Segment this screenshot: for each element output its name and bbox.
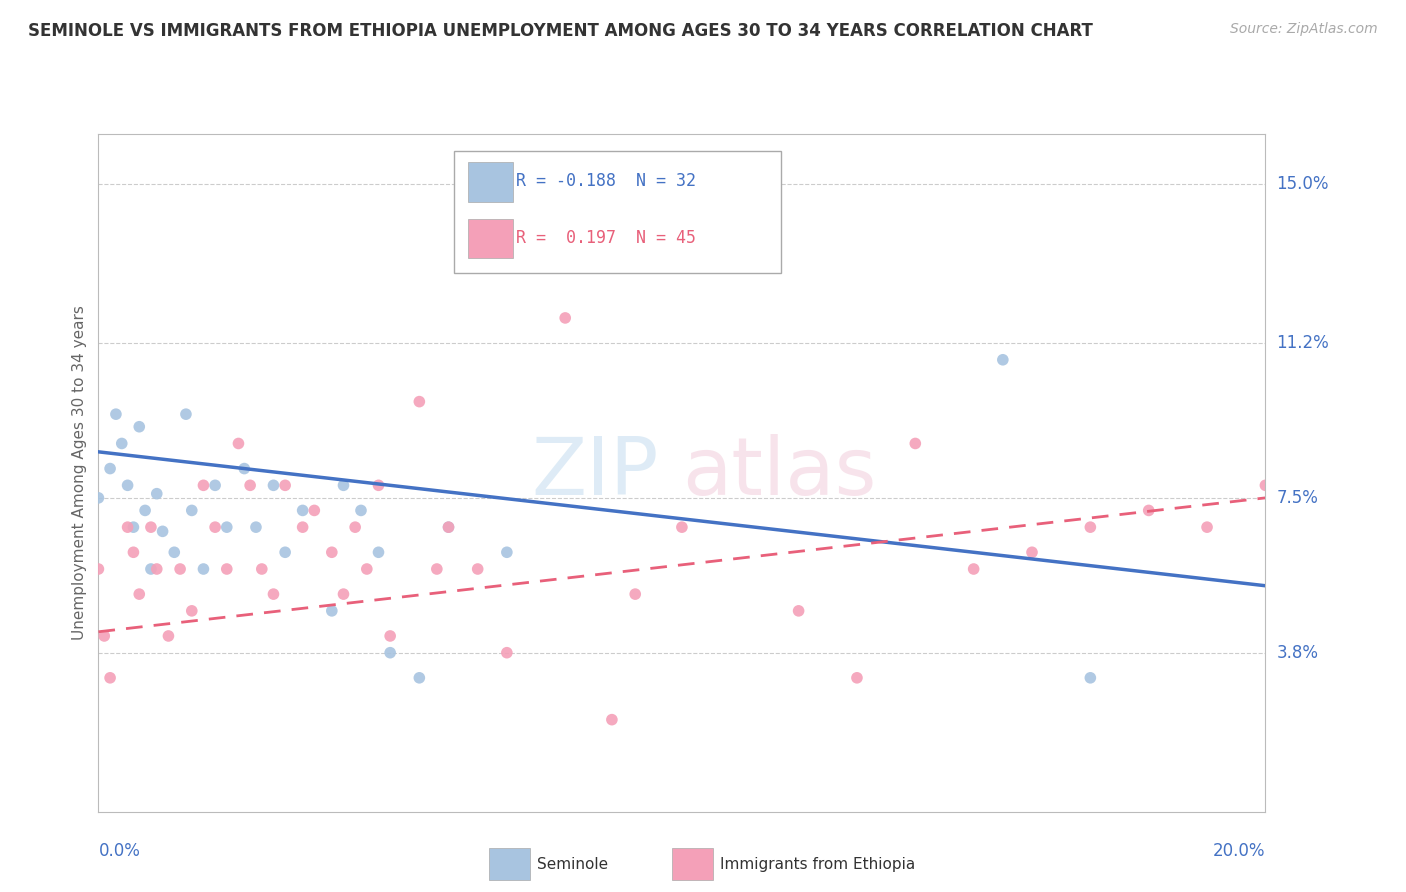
Point — [1137, 503, 1160, 517]
Point — [228, 436, 250, 450]
Point — [122, 520, 145, 534]
Point — [437, 520, 460, 534]
Point — [122, 545, 145, 559]
Point — [239, 478, 262, 492]
Point — [408, 394, 430, 409]
Text: 15.0%: 15.0% — [1277, 175, 1329, 193]
Point — [163, 545, 186, 559]
Point — [437, 520, 460, 534]
Point — [193, 562, 215, 576]
Point — [157, 629, 180, 643]
Point — [787, 604, 810, 618]
Point — [139, 562, 162, 576]
Point — [98, 461, 121, 475]
Point — [215, 562, 238, 576]
Text: 11.2%: 11.2% — [1277, 334, 1329, 352]
Text: R = -0.188  N = 32: R = -0.188 N = 32 — [516, 172, 696, 190]
Point — [262, 478, 284, 492]
Point — [495, 646, 517, 660]
Text: ZIP: ZIP — [531, 434, 658, 512]
Point — [104, 407, 127, 421]
Point — [426, 562, 449, 576]
Point — [378, 629, 402, 643]
Point — [93, 629, 115, 643]
Text: SEMINOLE VS IMMIGRANTS FROM ETHIOPIA UNEMPLOYMENT AMONG AGES 30 TO 34 YEARS CORR: SEMINOLE VS IMMIGRANTS FROM ETHIOPIA UNE… — [28, 22, 1092, 40]
Point — [180, 604, 202, 618]
Point — [367, 478, 389, 492]
Point — [1254, 478, 1277, 492]
Text: Source: ZipAtlas.com: Source: ZipAtlas.com — [1230, 22, 1378, 37]
Point — [87, 562, 110, 576]
Point — [146, 486, 169, 500]
Point — [274, 478, 297, 492]
Point — [291, 503, 314, 517]
Point — [233, 461, 256, 475]
Point — [408, 671, 430, 685]
Point — [117, 520, 139, 534]
Point — [134, 503, 156, 517]
Point — [321, 545, 343, 559]
Point — [117, 478, 139, 492]
Point — [111, 436, 134, 450]
Point — [367, 545, 389, 559]
Point — [180, 503, 202, 517]
Point — [1021, 545, 1043, 559]
Point — [174, 407, 197, 421]
Point — [146, 562, 169, 576]
Point — [356, 562, 378, 576]
Point — [904, 436, 927, 450]
Point — [495, 545, 517, 559]
Point — [671, 520, 693, 534]
Point — [467, 562, 489, 576]
Point — [600, 713, 623, 727]
Text: Immigrants from Ethiopia: Immigrants from Ethiopia — [720, 857, 915, 871]
Point — [87, 491, 110, 505]
Text: 7.5%: 7.5% — [1277, 489, 1319, 507]
Point — [169, 562, 191, 576]
Y-axis label: Unemployment Among Ages 30 to 34 years: Unemployment Among Ages 30 to 34 years — [72, 305, 87, 640]
Point — [152, 524, 174, 539]
Point — [344, 520, 367, 534]
Point — [204, 478, 226, 492]
Point — [332, 587, 354, 601]
Point — [193, 478, 215, 492]
Text: Seminole: Seminole — [537, 857, 609, 871]
Point — [962, 562, 984, 576]
Point — [1080, 671, 1102, 685]
Point — [245, 520, 267, 534]
Point — [991, 352, 1014, 367]
FancyBboxPatch shape — [468, 219, 513, 258]
Point — [332, 478, 354, 492]
Point — [378, 646, 402, 660]
Text: 3.8%: 3.8% — [1277, 644, 1319, 662]
Point — [1080, 520, 1102, 534]
Point — [128, 419, 150, 434]
Point — [274, 545, 297, 559]
Text: 0.0%: 0.0% — [98, 842, 141, 860]
Point — [98, 671, 121, 685]
Point — [1195, 520, 1218, 534]
FancyBboxPatch shape — [454, 151, 782, 273]
Point — [350, 503, 373, 517]
Text: R =  0.197  N = 45: R = 0.197 N = 45 — [516, 228, 696, 246]
Point — [262, 587, 284, 601]
Point — [304, 503, 326, 517]
Point — [215, 520, 238, 534]
Point — [291, 520, 314, 534]
Point — [624, 587, 647, 601]
Point — [139, 520, 162, 534]
FancyBboxPatch shape — [468, 162, 513, 202]
Point — [845, 671, 868, 685]
Text: 20.0%: 20.0% — [1213, 842, 1265, 860]
Point — [321, 604, 343, 618]
Point — [204, 520, 226, 534]
Point — [554, 310, 576, 325]
Point — [128, 587, 150, 601]
Point — [250, 562, 273, 576]
Text: atlas: atlas — [682, 434, 876, 512]
